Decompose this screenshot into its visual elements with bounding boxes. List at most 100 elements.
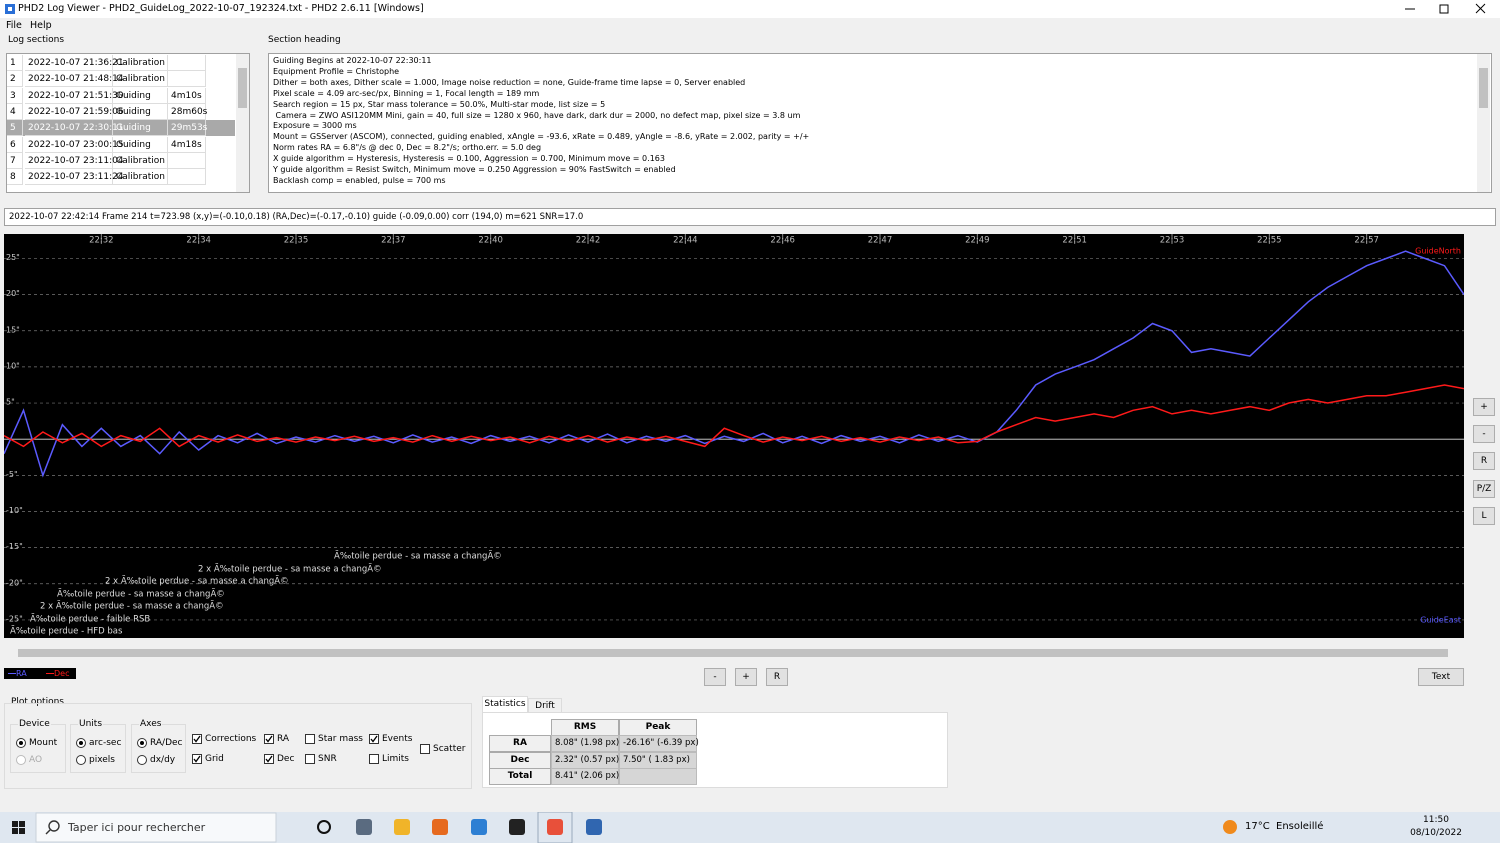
radio-label[interactable]: Mount (29, 738, 58, 748)
checkbox[interactable] (305, 754, 315, 764)
guide-graph[interactable]: 22:32 22:34 22:35 22:37 22:40 22:42 22:44 22:46… (4, 234, 1464, 638)
stats-row-header: RA (489, 735, 551, 752)
log-row[interactable]: 1 2022-10-07 21:36:21 Calibration (7, 55, 235, 71)
x-tick-label: 22:46 (770, 236, 795, 246)
tab[interactable]: Statistics (482, 696, 528, 713)
log-row[interactable]: 8 2022-10-07 23:11:24 Calibration (7, 169, 235, 186)
heading-line: Pixel scale = 4.09 arc-sec/px, Binning =… (273, 88, 540, 98)
scroll-button[interactable]: R (766, 668, 788, 686)
section-heading-label: Section heading (268, 35, 341, 45)
log-row[interactable]: 5 2022-10-07 22:30:11 Guiding 29m53s (7, 120, 235, 137)
clock-time[interactable]: 11:50 (1423, 815, 1449, 825)
log-row[interactable]: 4 2022-10-07 21:59:06 Guiding 28m60s (7, 103, 235, 120)
checkbox-label[interactable]: Limits (382, 754, 409, 764)
checkbox-label[interactable]: Dec (277, 754, 295, 764)
log-row[interactable]: 2 2022-10-07 21:48:14 Calibration (7, 71, 235, 88)
log-row[interactable]: 6 2022-10-07 23:00:15 Guiding 4m18s (7, 136, 235, 153)
legend: RA Dec (4, 668, 76, 679)
active-app (537, 812, 573, 843)
x-tick-label: 22:34 (186, 236, 211, 246)
scroll-button[interactable]: + (735, 668, 757, 686)
event-annotation: Ã‰toile perdue - HFD bas (10, 626, 123, 637)
section-heading-box: Guiding Begins at 2022-10-07 22:30:11 Equ… (268, 53, 1492, 193)
scroll-thumb[interactable] (238, 68, 247, 108)
checkbox[interactable] (264, 734, 274, 744)
log-cell: 2022-10-07 23:11:04 (25, 152, 124, 169)
status-line: 2022-10-07 22:42:14 Frame 214 t=723.98 (… (4, 208, 1496, 226)
heading-line: Search region = 15 px, Star mass toleran… (273, 99, 606, 109)
y-tick-label: 25" (6, 253, 20, 262)
scrollbar[interactable] (1477, 54, 1490, 192)
log-cell: Guiding (113, 103, 168, 120)
group-label: Units (78, 719, 104, 729)
window-controls[interactable] (1390, 0, 1500, 18)
checkbox-label[interactable]: Star mass (318, 734, 363, 744)
zoom-button[interactable]: + (1473, 398, 1495, 416)
log-cell (168, 71, 206, 88)
taskbar-icons[interactable] (0, 812, 1500, 843)
radio-button[interactable] (137, 755, 147, 765)
y-tick-label: 5" (6, 398, 15, 407)
scrollbar[interactable] (236, 54, 249, 192)
log-cell: 4m10s (168, 87, 206, 104)
menu-item[interactable]: File (6, 20, 22, 31)
tab[interactable]: Drift (528, 698, 562, 713)
checkbox-label[interactable]: Grid (205, 754, 224, 764)
checkbox[interactable] (192, 734, 202, 744)
scroll-button[interactable]: - (704, 668, 726, 686)
radio-button[interactable] (137, 738, 147, 748)
search-placeholder[interactable]: Taper ici pour rechercher (68, 821, 206, 834)
zoom-button[interactable]: P/Z (1473, 479, 1495, 498)
checkbox-label[interactable]: Scatter (433, 744, 466, 754)
y-tick-label: -20" (6, 578, 23, 587)
group-box (131, 724, 186, 773)
scroll-thumb[interactable] (1479, 68, 1488, 108)
check-mark (193, 755, 201, 763)
log-cell: 2022-10-07 21:48:14 (25, 71, 124, 88)
radio-label[interactable]: dx/dy (150, 755, 176, 765)
checkbox[interactable] (420, 744, 430, 754)
radio-button[interactable] (16, 738, 26, 748)
heading-line: Guiding Begins at 2022-10-07 22:30:11 (273, 56, 432, 65)
direction-label: GuideNorth (1415, 247, 1461, 256)
stats-cell: -26.16" (-6.39 px) (619, 735, 699, 752)
log-row[interactable]: 7 2022-10-07 23:11:04 Calibration (7, 152, 235, 169)
x-tick-label: 22:57 (1354, 236, 1379, 246)
check-path (370, 735, 378, 743)
radio-button[interactable] (16, 755, 26, 765)
checkbox[interactable] (264, 754, 274, 764)
checkbox[interactable] (369, 734, 379, 744)
log-cell: 2022-10-07 21:59:06 (25, 103, 124, 120)
menu-item[interactable]: Help (30, 20, 52, 31)
stats-header: Peak (619, 719, 697, 736)
radio-label[interactable]: AO (29, 755, 43, 765)
log-row[interactable]: 3 2022-10-07 21:51:30 Guiding 4m10s (7, 87, 235, 104)
weather-icon (1223, 820, 1237, 834)
radio-button[interactable] (76, 755, 86, 765)
checkbox[interactable] (305, 734, 315, 744)
checkbox-label[interactable]: RA (277, 734, 290, 744)
scroll-thumb[interactable] (18, 649, 1448, 657)
radio-label[interactable]: pixels (89, 755, 115, 765)
log-cell: Calibration (113, 71, 168, 88)
clock-date[interactable]: 08/10/2022 (1410, 828, 1462, 838)
log-cell: Guiding (113, 120, 168, 137)
series-line (4, 384, 1464, 448)
zoom-button[interactable]: L (1473, 506, 1495, 525)
checkbox-label[interactable]: Events (382, 734, 413, 744)
radio-button[interactable] (76, 738, 86, 748)
checkbox[interactable] (192, 754, 202, 764)
h-scrollbar[interactable] (4, 646, 1464, 660)
checkbox-label[interactable]: SNR (318, 754, 337, 764)
stats-row-header: Dec (489, 751, 551, 769)
zoom-button[interactable]: - (1473, 425, 1495, 444)
group-box (10, 724, 66, 773)
event-annotation: 2 x Ã‰toile perdue - sa masse a changÃ© (198, 564, 382, 575)
zoom-button[interactable]: R (1473, 452, 1495, 471)
text-button[interactable]: Text (1418, 668, 1464, 686)
checkbox[interactable] (369, 754, 379, 764)
radio-label[interactable]: arc-sec (89, 738, 122, 748)
checkbox-label[interactable]: Corrections (205, 734, 257, 744)
radio-label[interactable]: RA/Dec (150, 738, 183, 748)
log-cell: Guiding (113, 87, 168, 104)
